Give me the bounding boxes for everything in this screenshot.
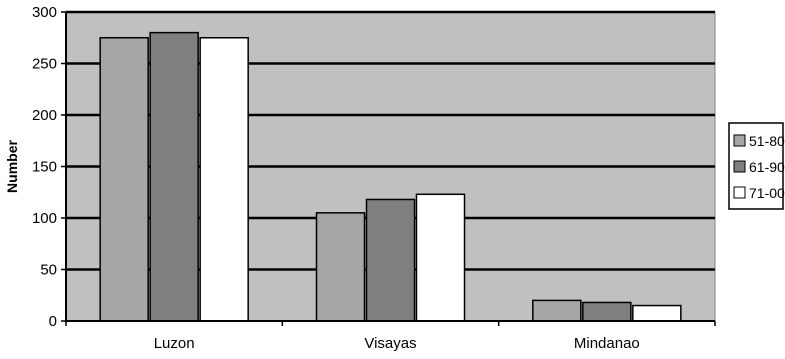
axes [61,11,716,326]
bar-51-80-Visayas [315,212,366,322]
y-tick-label: 50 [40,262,57,279]
bar-71-00-Luzon [199,37,249,322]
y-axis-title: Number [4,140,20,193]
x-tick-label: Visayas [364,335,416,352]
legend-label-71-00: 71-00 [749,185,785,201]
legend-label-61-90: 61-90 [749,159,785,175]
legend-swatch-61-90 [733,160,746,173]
x-tick-labels: Luzon Visayas Mindanao [154,335,640,352]
x-tick-label: Luzon [154,335,195,352]
x-tick-label: Mindanao [574,335,640,352]
y-tick-label: 200 [32,107,57,124]
y-tick-label: 300 [32,4,57,21]
bar-61-90-Visayas [365,198,416,322]
legend: 51-80 61-90 71-00 [728,122,785,210]
bar-51-80-Mindanao [532,299,582,322]
y-tick-label: 250 [32,56,57,73]
y-tick-label: 150 [32,159,57,176]
y-tick-label: 0 [49,313,57,330]
legend-swatch-71-00 [733,186,746,199]
bar-71-00-Visayas [415,193,466,322]
y-tick-label: 100 [32,210,57,227]
legend-label-51-80: 51-80 [749,133,785,149]
legend-swatch-51-80 [733,134,746,147]
bar-51-80-Luzon [99,37,149,322]
bars [99,31,682,322]
bar-61-90-Mindanao [582,301,632,322]
y-tick-labels: 0 50 100 150 200 250 300 [32,4,57,330]
bar-61-90-Luzon [149,31,199,322]
bar-71-00-Mindanao [632,304,682,322]
